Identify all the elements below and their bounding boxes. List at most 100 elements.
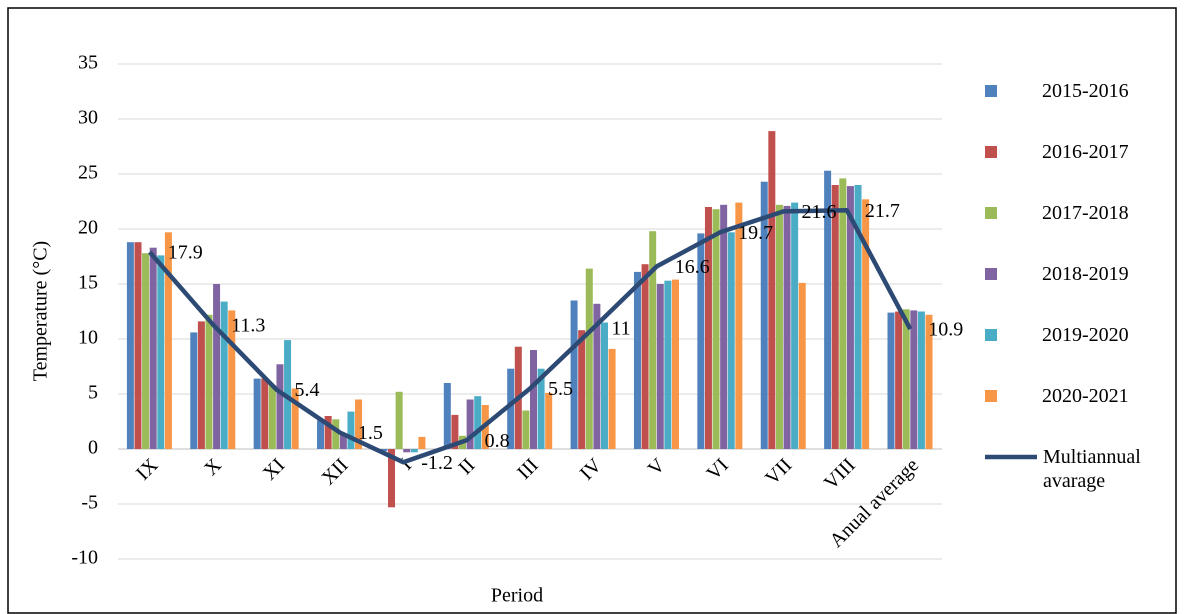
bar [798, 282, 806, 449]
y-tick-label: -10 [71, 547, 98, 569]
y-tick-label: 15 [78, 272, 98, 294]
line [147, 208, 913, 465]
bar [824, 170, 832, 449]
data-label: 5.5 [548, 378, 573, 400]
bar [600, 322, 608, 449]
bar [149, 247, 157, 449]
bar [910, 310, 918, 449]
y-tick-label: 35 [78, 52, 98, 74]
bar [887, 312, 895, 449]
bar [854, 185, 862, 449]
x-axis-title: Period [491, 585, 543, 607]
bar [474, 396, 482, 449]
bar [126, 242, 134, 449]
y-axis-title: Temperature (°C) [30, 241, 52, 381]
legend-label: 2019-2020 [1042, 324, 1129, 346]
bar [164, 232, 172, 449]
legend-label: 2020-2021 [1042, 385, 1129, 407]
y-tick-label: 20 [78, 217, 98, 239]
bar [791, 202, 799, 449]
bar [339, 433, 347, 449]
bar [451, 414, 459, 449]
bar [213, 284, 221, 449]
bar [783, 205, 791, 449]
data-label: 21.6 [802, 201, 837, 223]
bar [443, 383, 451, 449]
bar [768, 131, 776, 449]
bar [671, 279, 679, 449]
bar [220, 301, 228, 449]
data-label: 0.8 [485, 430, 510, 452]
bar [347, 411, 355, 449]
legend-label: 2016-2017 [1042, 141, 1129, 163]
y-tick-label: 0 [88, 437, 98, 459]
bar [530, 350, 537, 449]
bar [585, 268, 593, 449]
y-tick-label: -5 [81, 492, 98, 514]
y-tick-label: 5 [88, 382, 98, 404]
bar [641, 264, 649, 449]
bar [649, 231, 657, 449]
bar [268, 385, 276, 449]
bar [545, 392, 553, 449]
bar [190, 332, 198, 449]
bar [403, 449, 411, 453]
bar [839, 178, 847, 449]
bar [317, 420, 325, 449]
data-label: 19.7 [738, 222, 773, 244]
y-tick-label: 10 [78, 327, 98, 349]
bar [418, 436, 426, 449]
legend-swatch [985, 329, 997, 341]
legend-label: 2018-2019 [1042, 263, 1129, 285]
data-label: 11.3 [231, 314, 265, 336]
bar [578, 330, 586, 449]
data-label: 11 [611, 318, 630, 340]
legend-swatch [985, 146, 997, 158]
legend-swatch [985, 85, 997, 97]
data-label: 10.9 [928, 319, 963, 341]
data-label: 1.5 [358, 422, 383, 444]
bar [656, 284, 664, 449]
legend-swatch [985, 207, 997, 219]
data-label: 16.6 [675, 256, 710, 278]
bar [157, 255, 165, 449]
bar [760, 181, 768, 449]
data-label: 21.7 [865, 200, 900, 222]
bar [704, 207, 712, 449]
bar [205, 314, 213, 449]
bar [466, 399, 474, 449]
bar [727, 232, 735, 449]
bar [895, 311, 903, 449]
bar [846, 186, 854, 449]
bar [775, 204, 783, 449]
bar [712, 209, 720, 449]
data-label: 5.4 [294, 379, 319, 401]
legend-swatch [985, 390, 997, 402]
bar [902, 309, 910, 449]
bar [720, 204, 728, 449]
bar [410, 449, 418, 453]
bar [142, 253, 150, 449]
bar [197, 321, 205, 449]
bar [862, 199, 870, 449]
bar [388, 449, 396, 508]
legend-swatch [985, 268, 997, 280]
bar [537, 368, 545, 449]
bar [134, 242, 142, 449]
bar [324, 416, 332, 449]
bar [608, 348, 616, 449]
bar [253, 378, 261, 449]
bar [355, 399, 363, 449]
legend-label: 2017-2018 [1042, 202, 1129, 224]
data-label: -1.2 [421, 452, 453, 474]
bar [261, 378, 269, 449]
data-label: 17.9 [168, 242, 203, 264]
bar [570, 300, 578, 449]
bar [395, 391, 403, 449]
bar [925, 314, 933, 449]
bar [507, 368, 515, 449]
bar [593, 303, 601, 449]
bar [633, 271, 641, 449]
